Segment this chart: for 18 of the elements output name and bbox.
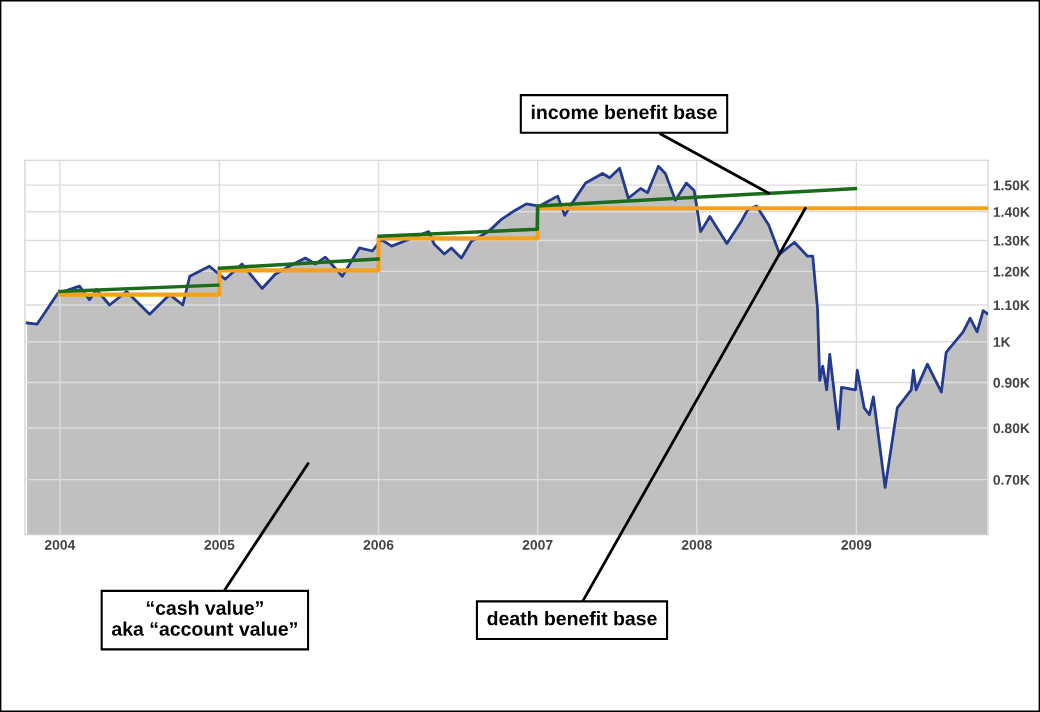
text: “cash value” aka “account value”	[111, 600, 297, 636]
y-tick-label: 0.80K	[993, 423, 1030, 434]
y-tick-label: 1.10K	[993, 300, 1030, 311]
x-tick-label: 2007	[522, 539, 553, 550]
y-tick-label: 0.90K	[993, 377, 1030, 388]
annotation: death benefit base	[487, 611, 657, 626]
x-tick-label: 2004	[44, 539, 76, 550]
x-tick-label: 2009	[841, 539, 872, 550]
y-tick-label: 1.20K	[993, 266, 1030, 277]
annotation: income benefit base	[531, 104, 717, 120]
y-tick-label: 1.50K	[993, 180, 1030, 191]
x-tick-label: 2008	[681, 539, 712, 550]
y-tick-label: 1.40K	[993, 207, 1030, 217]
y-tick-label: 1K	[993, 337, 1011, 347]
y-tick-label: 0.70K	[993, 474, 1030, 485]
x-tick-label: 2006	[363, 539, 394, 550]
x-tick-label: 2005	[204, 539, 235, 550]
y-tick-label: 1.30K	[993, 235, 1030, 246]
